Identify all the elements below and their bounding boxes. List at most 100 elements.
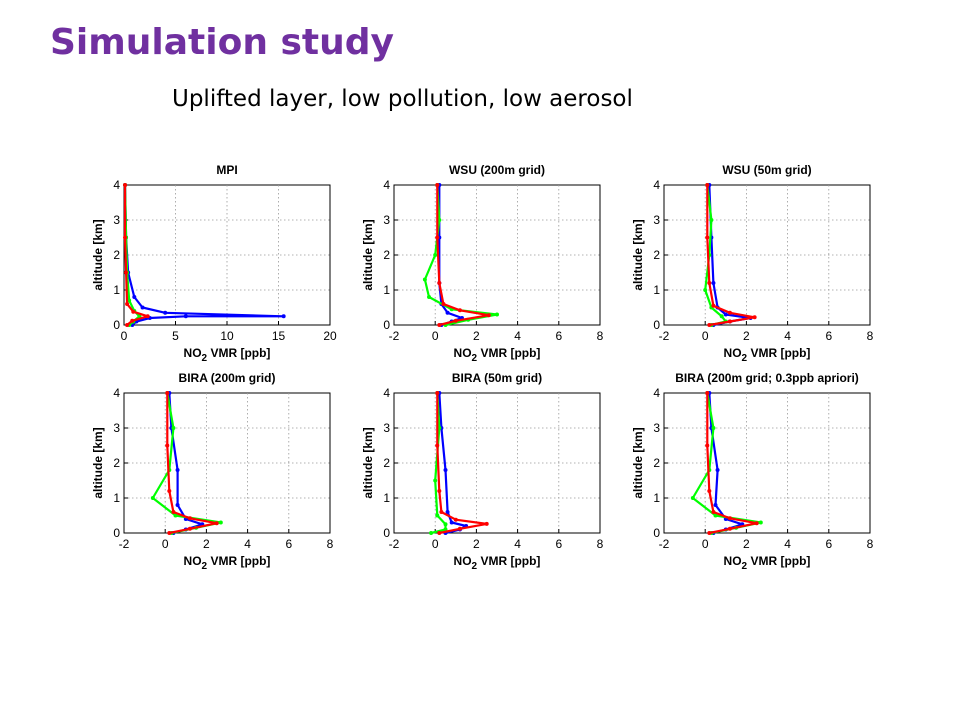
data-point xyxy=(711,281,716,285)
series-line-3 xyxy=(166,393,218,535)
series-line-3 xyxy=(706,185,756,327)
x-tick-label: 0 xyxy=(432,329,439,343)
x-tick-label: -2 xyxy=(389,537,400,551)
chart-panel-1: 0 5 10 15 20 0 1 2 3 4 MPI NO2 VMR [ppb] altitude [k… xyxy=(91,163,337,364)
data-point xyxy=(435,235,440,240)
y-tick-label: 2 xyxy=(383,248,390,262)
panel-title: MPI xyxy=(216,163,237,177)
x-tick-label: 2 xyxy=(473,537,480,551)
y-tick-label: 1 xyxy=(653,491,660,505)
data-point xyxy=(167,531,172,535)
panel-title: BIRA (200m grid; 0.3ppb apriori) xyxy=(675,371,859,385)
x-tick-label: 2 xyxy=(743,329,750,343)
data-point xyxy=(125,323,130,327)
data-point xyxy=(183,314,188,319)
x-tick-label: 2 xyxy=(203,537,210,551)
x-tick-label: 4 xyxy=(784,537,791,551)
panel-title: WSU (200m grid) xyxy=(449,163,545,177)
series-line-3 xyxy=(706,393,758,535)
x-axis-label: NO2 VMR [ppb] xyxy=(724,346,811,364)
data-point xyxy=(690,496,695,500)
x-tick-label: 15 xyxy=(272,329,286,343)
data-point xyxy=(171,510,176,514)
data-point xyxy=(709,218,714,222)
x-tick-label: 0 xyxy=(121,329,128,343)
data-point xyxy=(125,302,130,306)
data-point xyxy=(422,277,427,282)
x-tick-label: 6 xyxy=(285,537,292,551)
data-point xyxy=(713,513,718,518)
x-tick-label: 6 xyxy=(825,537,832,551)
data-point xyxy=(711,510,716,514)
data-point xyxy=(167,489,172,493)
plot-area xyxy=(393,392,601,534)
data-point xyxy=(175,503,180,507)
x-tick-label: 8 xyxy=(597,329,604,343)
data-point xyxy=(429,531,434,535)
x-tick-label: 8 xyxy=(327,537,334,551)
data-point xyxy=(437,281,442,285)
data-point xyxy=(435,391,440,395)
data-point xyxy=(715,468,720,472)
x-tick-label: 2 xyxy=(473,329,480,343)
y-tick-label: 1 xyxy=(383,491,390,505)
data-point xyxy=(165,443,170,448)
x-tick-label: -2 xyxy=(659,537,670,551)
data-point xyxy=(437,531,442,535)
y-tick-label: 2 xyxy=(383,456,390,470)
y-tick-label: 4 xyxy=(113,178,120,192)
data-point xyxy=(445,510,450,514)
x-tick-label: 0 xyxy=(702,537,709,551)
y-tick-label: 3 xyxy=(383,213,390,227)
x-axis-label: NO2 VMR [ppb] xyxy=(184,554,271,572)
data-point xyxy=(705,235,710,240)
data-point xyxy=(433,478,438,483)
x-tick-label: 8 xyxy=(867,329,874,343)
x-tick-label: 20 xyxy=(323,329,337,343)
data-point xyxy=(214,521,219,526)
data-point xyxy=(707,281,712,285)
series-line-3 xyxy=(123,185,149,326)
data-point xyxy=(703,288,708,292)
data-point xyxy=(123,235,128,240)
data-point xyxy=(443,468,448,472)
y-axis-label: altitude [km] xyxy=(631,219,645,290)
y-tick-label: 1 xyxy=(653,283,660,297)
x-tick-label: 4 xyxy=(514,537,521,551)
data-point xyxy=(187,516,192,521)
x-axis-label: NO2 VMR [ppb] xyxy=(184,346,271,364)
plot-area xyxy=(123,392,331,534)
data-point xyxy=(123,183,128,187)
data-point xyxy=(449,520,454,525)
data-point xyxy=(137,314,142,319)
data-point xyxy=(131,309,136,314)
data-point xyxy=(150,496,155,500)
data-point xyxy=(758,520,763,525)
x-tick-label: 5 xyxy=(172,329,179,343)
x-tick-label: 0 xyxy=(162,537,169,551)
y-tick-label: 3 xyxy=(113,421,120,435)
data-point xyxy=(437,323,442,327)
data-point xyxy=(427,295,432,299)
data-point xyxy=(140,305,145,310)
slide-subtitle: Uplifted layer, low pollution, low aeros… xyxy=(172,86,633,112)
data-point xyxy=(441,302,446,306)
data-point xyxy=(713,503,718,507)
plot-area xyxy=(663,184,871,326)
series-line-3 xyxy=(436,393,488,535)
y-tick-label: 4 xyxy=(653,386,660,400)
x-tick-label: 4 xyxy=(244,537,251,551)
data-point xyxy=(754,521,759,526)
data-point xyxy=(752,315,757,320)
data-point xyxy=(727,319,732,324)
data-point xyxy=(457,526,462,531)
data-point xyxy=(484,521,489,526)
data-point xyxy=(124,270,129,275)
x-tick-label: 6 xyxy=(825,329,832,343)
plot-area xyxy=(663,392,871,534)
y-tick-label: 1 xyxy=(383,283,390,297)
data-point xyxy=(175,468,180,472)
